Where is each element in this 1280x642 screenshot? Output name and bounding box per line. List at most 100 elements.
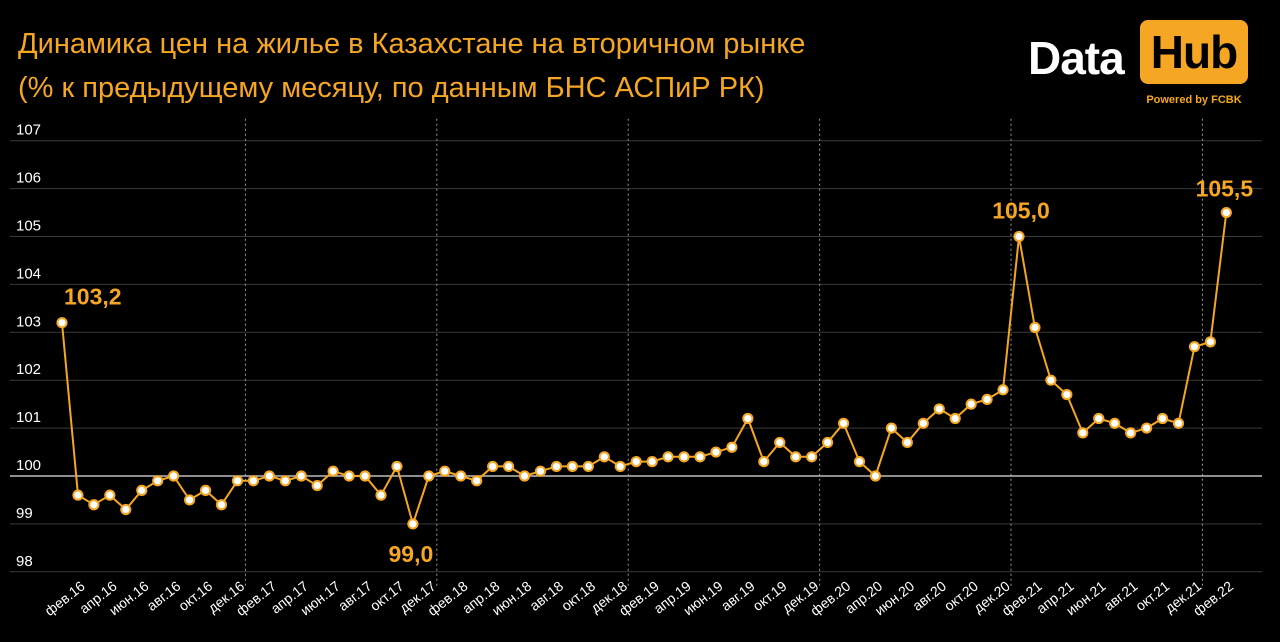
data-point: [550, 460, 563, 473]
data-point: [885, 422, 898, 434]
data-point: [1045, 374, 1057, 386]
data-point: [407, 518, 419, 530]
data-point: [1109, 417, 1121, 429]
x-axis: фев.16апр.16июн.16авг.16окт.16дек.16фев.…: [42, 578, 1237, 619]
data-point: [790, 451, 802, 463]
data-point: [853, 456, 866, 468]
data-point: [199, 484, 212, 496]
data-point: [503, 460, 515, 473]
logo-powered-by: Powered by FCBK: [1146, 94, 1242, 106]
y-tick-label: 106: [16, 170, 41, 187]
data-point: [471, 475, 483, 487]
data-point: [327, 465, 339, 477]
data-point: [678, 451, 690, 463]
data-point: [279, 475, 291, 487]
y-axis: 98 99 100 101 102 103 104 105 106 107: [16, 122, 41, 570]
y-tick-label: 104: [16, 265, 41, 282]
data-point: [295, 470, 307, 482]
data-point: [184, 494, 196, 506]
data-point: [391, 460, 403, 473]
x-tick-label: фев.16: [42, 578, 88, 619]
data-point: [1029, 321, 1041, 334]
data-label: 103,2: [64, 284, 122, 310]
y-tick-label: 101: [16, 409, 41, 426]
x-tick-label: авг.18: [526, 578, 566, 614]
data-point: [518, 470, 531, 482]
data-point: [343, 470, 355, 482]
data-point: [742, 412, 754, 425]
data-point: [231, 475, 244, 487]
data-point: [806, 451, 818, 463]
data-point: [1188, 341, 1201, 353]
chart-title-line1: Динамика цен на жилье в Казахстане на вт…: [18, 28, 806, 60]
data-point: [694, 451, 706, 463]
data-point: [375, 489, 387, 501]
data-labels: 103,2 99,0 105,0 105,5: [64, 176, 1253, 567]
y-tick-label: 107: [16, 122, 41, 139]
data-point: [646, 456, 658, 468]
y-tick-label: 102: [16, 361, 41, 378]
y-tick-label: 99: [16, 505, 33, 522]
data-point: [215, 499, 228, 511]
data-point: [423, 470, 435, 482]
data-point: [311, 479, 323, 492]
data-point: [1077, 427, 1089, 439]
x-tick-label: авг.17: [335, 578, 375, 614]
data-point: [997, 384, 1009, 396]
data-point: [104, 489, 116, 501]
data-point: [949, 412, 961, 425]
data-label: 105,0: [992, 198, 1050, 224]
chart-subtitle: (% к предыдущему месяцу, по данным БНС А…: [18, 72, 765, 104]
grid: [10, 118, 1262, 586]
data-point: [630, 456, 642, 468]
logo-word-hub: Hub: [1140, 20, 1248, 84]
data-point: [917, 417, 929, 429]
x-tick-label: авг.21: [1101, 578, 1141, 614]
data-point: [455, 470, 467, 482]
data-label: 99,0: [389, 541, 434, 567]
data-point: [933, 403, 945, 415]
data-points: [56, 206, 1232, 530]
data-point: [598, 451, 610, 463]
chart-title: Динамика цен на жилье в Казахстане на вт…: [18, 22, 978, 110]
data-point: [263, 470, 275, 482]
datahub-logo: Data Hub Powered by FCBK: [1028, 20, 1250, 112]
data-point: [726, 441, 738, 453]
data-point: [869, 470, 882, 482]
x-tick-label: авг.20: [909, 578, 949, 614]
data-point: [88, 499, 100, 511]
x-tick-label: авг.16: [144, 578, 184, 614]
y-tick-label: 100: [16, 457, 41, 474]
data-point: [774, 436, 786, 449]
y-tick-label: 98: [16, 553, 33, 570]
data-point: [837, 417, 850, 429]
data-point: [901, 436, 913, 449]
data-point: [1156, 412, 1169, 425]
data-point: [1013, 230, 1025, 243]
data-point: [662, 451, 674, 463]
y-tick-label: 103: [16, 313, 41, 330]
data-point: [965, 398, 977, 410]
data-point: [1061, 388, 1073, 401]
data-point: [1204, 336, 1217, 348]
data-point: [168, 470, 180, 482]
y-tick-label: 105: [16, 218, 41, 235]
data-label: 105,5: [1196, 176, 1254, 202]
data-point: [56, 317, 68, 329]
data-point: [439, 465, 451, 477]
data-point: [1141, 422, 1153, 434]
data-point: [136, 484, 148, 496]
data-point: [1220, 206, 1232, 219]
data-point: [822, 436, 834, 449]
data-point: [152, 475, 164, 487]
data-point: [120, 503, 132, 516]
data-point: [758, 456, 770, 468]
data-point: [582, 460, 594, 473]
data-point: [1125, 427, 1137, 439]
data-point: [566, 460, 579, 473]
data-point: [72, 489, 84, 501]
x-tick-label: авг.19: [718, 578, 758, 614]
data-point: [614, 460, 626, 473]
data-point: [247, 475, 259, 487]
